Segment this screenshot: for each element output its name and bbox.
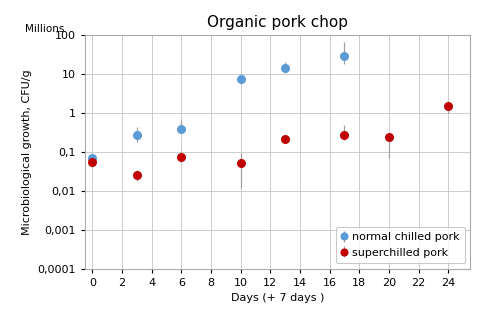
Y-axis label: Microbiological growth, CFU/g: Microbiological growth, CFU/g [22, 69, 32, 235]
Legend: normal chilled pork, superchilled pork: normal chilled pork, superchilled pork [335, 227, 464, 263]
Text: Millions: Millions [25, 24, 64, 34]
X-axis label: Days (+ 7 days ): Days (+ 7 days ) [230, 293, 324, 303]
Title: Organic pork chop: Organic pork chop [207, 15, 348, 30]
